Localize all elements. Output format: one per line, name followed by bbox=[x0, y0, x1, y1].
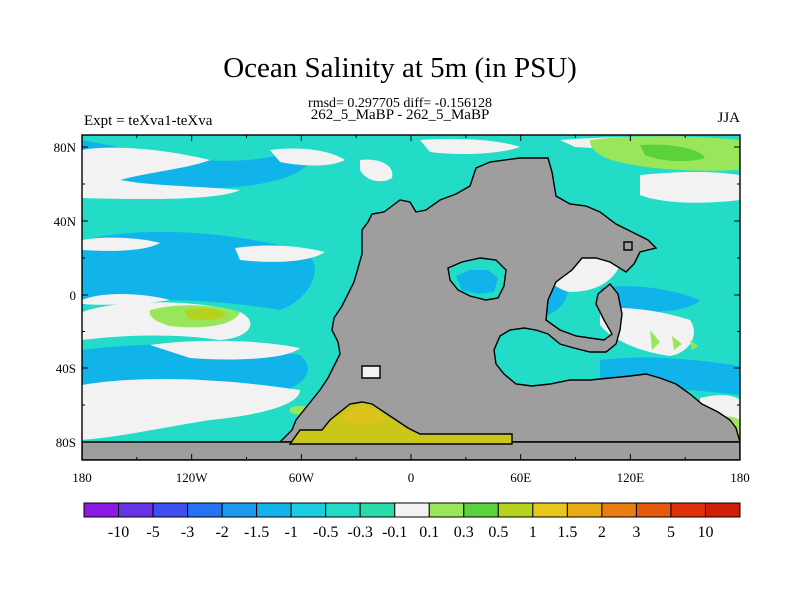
colorbar-swatch bbox=[532, 502, 568, 518]
colorbar-label: -0.5 bbox=[313, 524, 338, 541]
colorbar-swatch bbox=[152, 502, 189, 518]
season-label: JJA bbox=[717, 110, 740, 126]
colorbar-label: 1 bbox=[529, 524, 537, 541]
longitude-tick-labels: 180 120W 60W 0 60E 120E 180 bbox=[72, 470, 750, 485]
colorbar-label: 0.3 bbox=[454, 524, 474, 541]
lon-tick-label: 60W bbox=[289, 470, 315, 485]
colorbar-label: -1.5 bbox=[244, 524, 269, 541]
page-title: Ocean Salinity at 5m (in PSU) bbox=[223, 52, 577, 84]
colorbar-swatch bbox=[221, 502, 258, 518]
colorbar-swatch bbox=[83, 502, 120, 518]
antarctic-shelf-salty bbox=[288, 401, 513, 445]
colorbar-label: -2 bbox=[215, 524, 228, 541]
lon-tick-label: 180 bbox=[72, 470, 92, 485]
colorbar-swatch bbox=[635, 502, 672, 518]
colorbar-label: 3 bbox=[632, 524, 640, 541]
lat-tick-label: 80N bbox=[54, 140, 77, 155]
colorbar-swatch bbox=[463, 502, 499, 518]
colorbar-label: -0.1 bbox=[382, 524, 407, 541]
lon-tick-label: 180 bbox=[730, 470, 750, 485]
lat-tick-label: 40S bbox=[56, 361, 76, 376]
colorbar-label: 0.5 bbox=[488, 524, 508, 541]
land-island-small bbox=[623, 241, 633, 251]
colorbar-swatch bbox=[256, 502, 292, 518]
antarctic-shelf-peak bbox=[340, 406, 388, 424]
colorbar-swatch bbox=[290, 502, 327, 518]
colorbar bbox=[83, 502, 741, 518]
colorbar-swatch bbox=[394, 502, 430, 518]
lon-tick-label: 60E bbox=[510, 470, 531, 485]
stats-line: rmsd= 0.297705 diff= -0.156128 bbox=[308, 96, 492, 111]
colorbar-label: -1 bbox=[284, 524, 297, 541]
lat-tick-label: 0 bbox=[70, 288, 77, 303]
colorbar-swatch bbox=[187, 502, 223, 518]
colorbar-swatch bbox=[497, 502, 534, 518]
inland-white-cell bbox=[361, 365, 381, 379]
colorbar-label: -5 bbox=[146, 524, 159, 541]
colorbar-label: 1.5 bbox=[557, 524, 577, 541]
lon-tick-label: 120E bbox=[617, 470, 645, 485]
experiment-label: Expt = teXva1-teXva bbox=[84, 113, 213, 129]
map-plot-area bbox=[82, 135, 740, 460]
colorbar-swatch bbox=[670, 502, 706, 518]
lat-tick-label: 80S bbox=[56, 435, 76, 450]
subtitle: 262_5_MaBP - 262_5_MaBP bbox=[310, 107, 490, 123]
lat-tick-label: 40N bbox=[54, 214, 77, 229]
axis-ticks bbox=[81, 135, 741, 460]
colorbar-label: 2 bbox=[598, 524, 606, 541]
latitude-tick-labels: 80N 40N 0 40S 80S bbox=[54, 140, 77, 450]
colorbar-label: -3 bbox=[181, 524, 194, 541]
colorbar-label: 10 bbox=[697, 524, 713, 541]
colorbar-swatch bbox=[428, 502, 465, 518]
colorbar-label: -0.3 bbox=[348, 524, 373, 541]
land-south-pole bbox=[82, 441, 740, 460]
colorbar-label: -10 bbox=[108, 524, 129, 541]
colorbar-swatch bbox=[359, 502, 396, 518]
lon-tick-label: 0 bbox=[408, 470, 415, 485]
lon-tick-label: 120W bbox=[176, 470, 209, 485]
colorbar-label: 5 bbox=[667, 524, 675, 541]
near-zero-regions bbox=[82, 136, 740, 445]
colorbar-swatch bbox=[325, 502, 361, 518]
colorbar-label: 0.1 bbox=[419, 524, 439, 541]
colorbar-swatch bbox=[704, 502, 741, 518]
land-pangaea bbox=[278, 157, 740, 443]
ocean-inlet-fresh bbox=[456, 270, 498, 294]
colorbar-swatch bbox=[118, 502, 154, 518]
land-mask bbox=[82, 157, 740, 460]
colorbar-labels: -10 -5 -3 -2 -1.5 -1 -0.5 -0.3 -0.1 0.1 0.3 0.5 1 1.5… bbox=[108, 524, 714, 541]
colorbar-swatch bbox=[566, 502, 603, 518]
colorbar-swatch bbox=[601, 502, 637, 518]
